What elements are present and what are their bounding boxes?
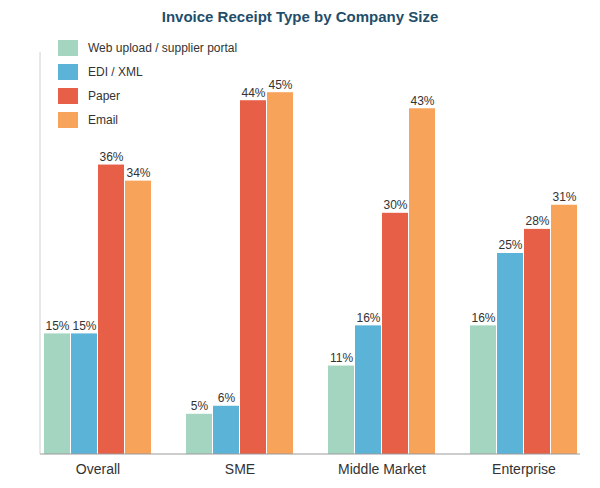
svg-text:44%: 44% [241, 86, 265, 100]
svg-text:SME: SME [225, 461, 255, 477]
svg-text:36%: 36% [99, 150, 123, 164]
svg-text:15%: 15% [72, 319, 96, 333]
svg-text:16%: 16% [356, 311, 380, 325]
svg-text:Middle Market: Middle Market [338, 461, 426, 477]
svg-text:6%: 6% [218, 391, 236, 405]
html-text:Email: Email [88, 113, 118, 127]
svg-text:45%: 45% [268, 78, 292, 92]
svg-text:5%: 5% [191, 399, 209, 413]
svg-text:16%: 16% [471, 311, 495, 325]
svg-text:28%: 28% [525, 214, 549, 228]
svg-text:30%: 30% [383, 198, 407, 212]
svg-text:15%: 15% [45, 319, 69, 333]
svg-text:31%: 31% [552, 190, 576, 204]
svg-text:43%: 43% [410, 94, 434, 108]
svg-text:Enterprise: Enterprise [492, 461, 556, 477]
svg-text:25%: 25% [498, 238, 522, 252]
html-text:Web upload / supplier portal: Web upload / supplier portal [88, 41, 238, 55]
html-text:Paper: Paper [88, 89, 120, 103]
html-text:EDI / XML: EDI / XML [88, 65, 143, 79]
svg-text:34%: 34% [126, 166, 150, 180]
svg-text:Overall: Overall [76, 461, 120, 477]
svg-text:11%: 11% [330, 351, 353, 365]
html-text:Invoice Receipt Type by Compan: Invoice Receipt Type by Company Size [161, 8, 439, 25]
